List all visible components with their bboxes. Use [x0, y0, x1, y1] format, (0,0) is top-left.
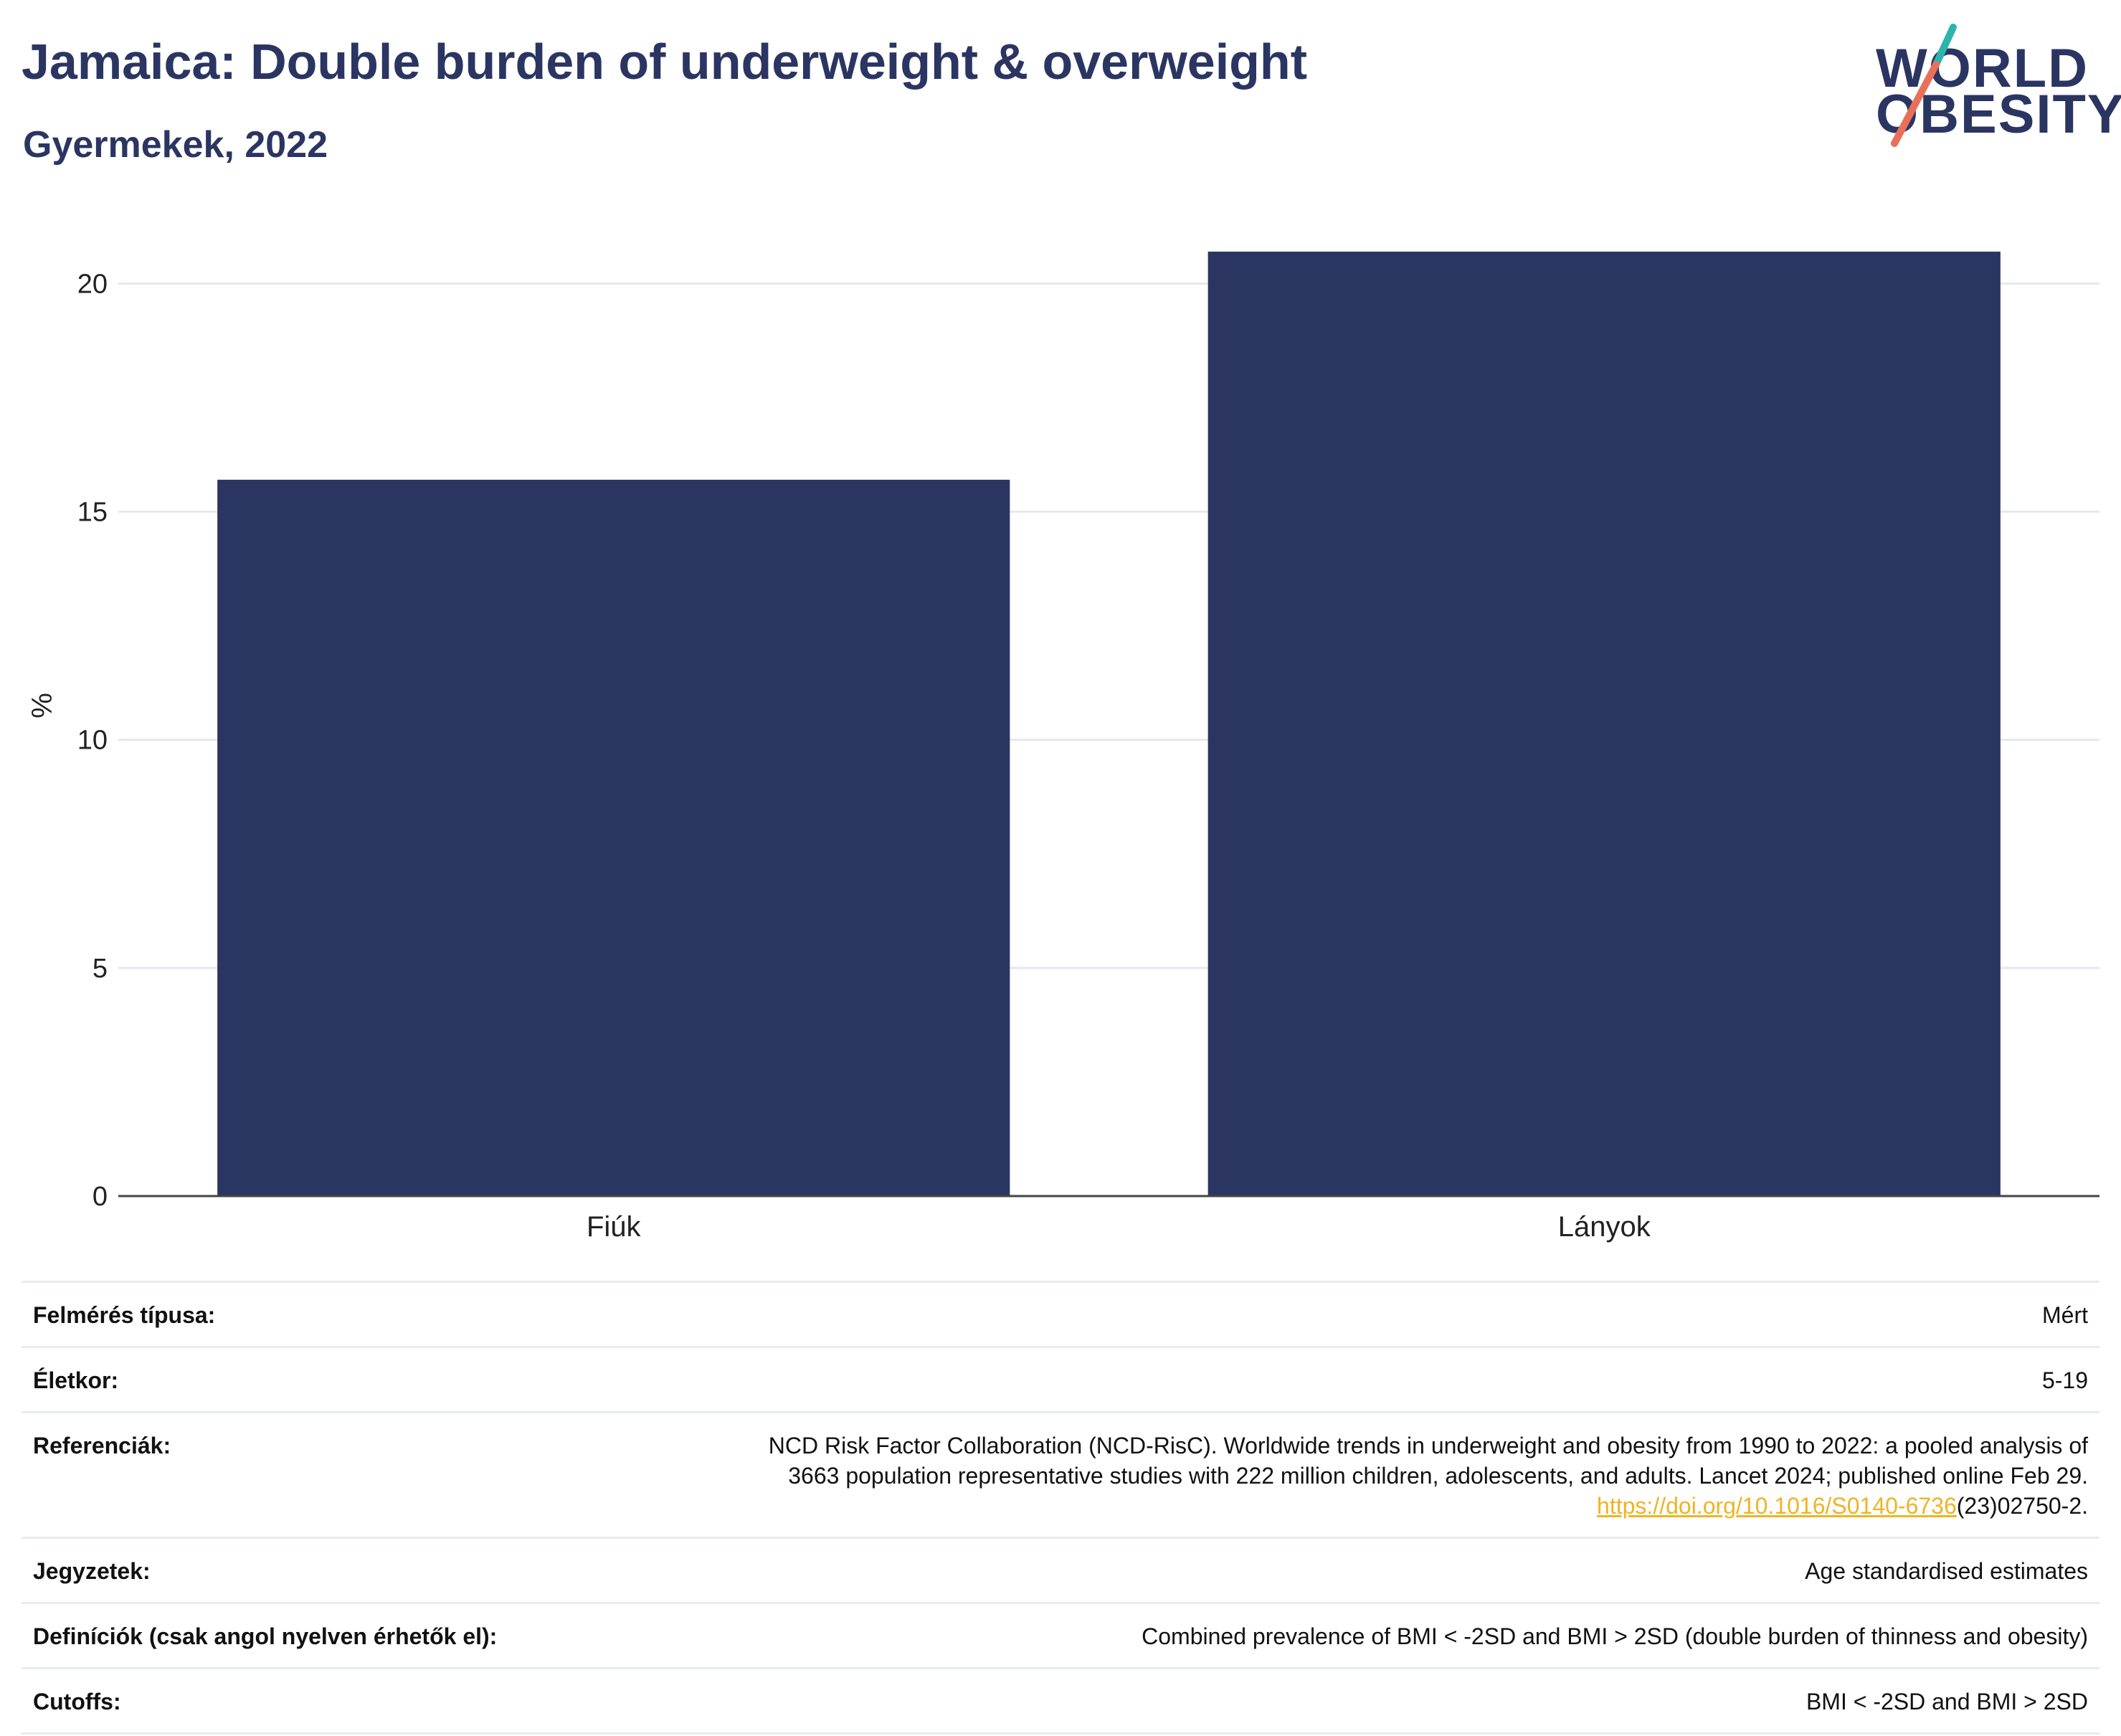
bar-chart: 0 5 10 15 20 Fiúk Lányok %: [27, 251, 2099, 1243]
y-tick-label: 15: [77, 498, 108, 528]
y-tick-label: 10: [77, 726, 108, 756]
y-tick-label: 0: [92, 1182, 108, 1212]
chart-title: Jamaica: Double burden of underweight & …: [22, 34, 1307, 90]
y-tick-labels: 0 5 10 15 20: [77, 269, 108, 1212]
y-tick-label: 20: [77, 269, 108, 299]
meta-label: Jegyzetek:: [33, 1558, 151, 1584]
bar[interactable]: [217, 480, 1010, 1196]
y-axis-label: %: [27, 693, 58, 718]
logo-slash-icon: [1891, 24, 1957, 147]
meta-row-age: Életkor: 5-19: [22, 1346, 2099, 1411]
chart-subtitle: Gyermekek, 2022: [23, 124, 328, 166]
meta-value: Combined prevalence of BMI < -2SD and BM…: [1142, 1623, 2088, 1649]
metadata-table: Felmérés típusa: Mért Életkor: 5-19 Refe…: [22, 1281, 2099, 1735]
meta-label: Definíciók (csak angol nyelven érhetők e…: [33, 1623, 498, 1649]
meta-value: Mért: [2042, 1302, 2088, 1328]
world-obesity-logo: WORLD OBESITY: [1864, 22, 2121, 151]
meta-value: BMI < -2SD and BMI > 2SD: [1806, 1689, 2088, 1714]
meta-value: 5-19: [2041, 1367, 2088, 1393]
meta-row-definitions: Definíciók (csak angol nyelven érhetők e…: [22, 1602, 2099, 1667]
reference-line-2: 3663 population representative studies w…: [788, 1463, 2088, 1489]
x-tick-labels: Fiúk Lányok: [587, 1211, 1651, 1243]
meta-label: Cutoffs:: [33, 1689, 121, 1714]
x-tick-label: Lányok: [1558, 1211, 1651, 1243]
meta-row-references: Referenciák: NCD Risk Factor Collaborati…: [22, 1411, 2099, 1537]
meta-label: Életkor:: [33, 1367, 119, 1393]
y-tick-label: 5: [92, 954, 108, 984]
meta-value: Age standardised estimates: [1805, 1558, 2088, 1584]
doi-suffix: (23)02750-2.: [1956, 1493, 2088, 1519]
logo-word-world: WORLD: [1876, 38, 2089, 99]
doi-link[interactable]: https://doi.org/10.1016/S0140-6736: [1597, 1493, 1957, 1519]
meta-label: Felmérés típusa:: [33, 1302, 216, 1328]
meta-row-notes: Jegyzetek: Age standardised estimates: [22, 1537, 2099, 1602]
meta-row-survey-type: Felmérés típusa: Mért: [22, 1281, 2099, 1346]
bar[interactable]: [1207, 251, 2001, 1196]
meta-label: Referenciák:: [33, 1433, 171, 1458]
reference-line-1: NCD Risk Factor Collaboration (NCD-RisC)…: [768, 1433, 2088, 1458]
meta-value-reference: NCD Risk Factor Collaboration (NCD-RisC)…: [769, 1431, 2088, 1521]
meta-row-cutoffs: Cutoffs: BMI < -2SD and BMI > 2SD: [22, 1667, 2099, 1735]
bars: [217, 251, 2001, 1196]
x-tick-label: Fiúk: [587, 1211, 642, 1243]
